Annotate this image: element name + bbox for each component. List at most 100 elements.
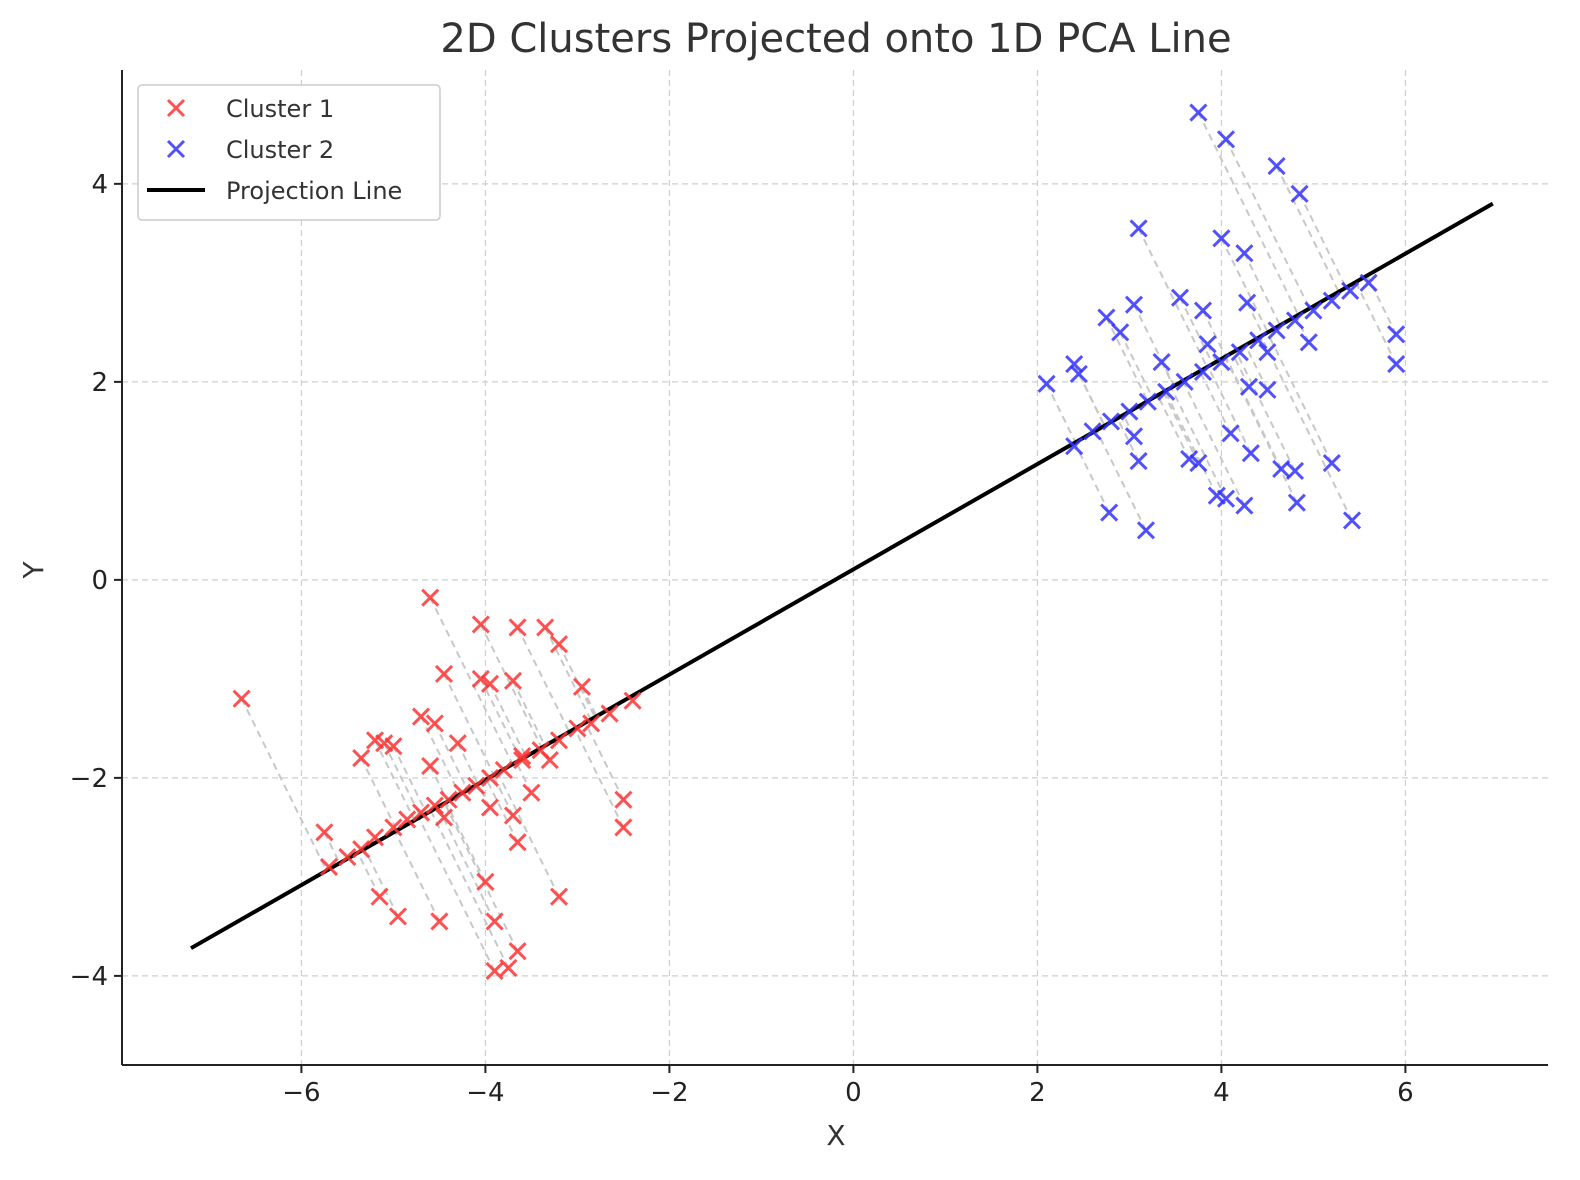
projection-segment-1-22 xyxy=(512,680,546,747)
projection-segment-1-15 xyxy=(394,831,441,922)
point-cluster-1-39 xyxy=(319,857,339,877)
projection-segment-1-7 xyxy=(363,848,399,917)
point-cluster-2-36 xyxy=(1322,453,1341,473)
point-cluster-2-4 xyxy=(1111,323,1130,342)
legend-box xyxy=(137,84,441,221)
projection-segment-2-16 xyxy=(1156,394,1191,460)
point-cluster-1-31 xyxy=(485,912,504,931)
projection-segment-2-18 xyxy=(1164,390,1218,497)
projection-segment-2-13 xyxy=(1197,112,1300,316)
point-cluster-1-37 xyxy=(614,818,633,837)
projection-segment-1-2 xyxy=(360,757,398,831)
projection-segment-2-33 xyxy=(1223,356,1298,504)
point-cluster-1-44 xyxy=(398,810,417,829)
point-cluster-1-34 xyxy=(508,942,527,961)
projection-segment-1-18 xyxy=(489,683,527,758)
legend-x-cluster-1 xyxy=(166,98,186,118)
projection-segment-2-35 xyxy=(1295,315,1310,343)
projection-segment-1-16 xyxy=(479,623,543,749)
point-cluster-2-15 xyxy=(1198,335,1217,354)
point-cluster-1-20 xyxy=(536,618,555,637)
point-cluster-1-35 xyxy=(549,887,569,906)
projection-segment-1-32 xyxy=(418,817,496,972)
point-cluster-1-56 xyxy=(582,714,601,733)
projection-segment-2-20 xyxy=(1220,237,1269,333)
projection-line xyxy=(190,201,1494,950)
projection-segment-1-20 xyxy=(544,626,592,721)
axes xyxy=(121,70,1548,1066)
point-cluster-2-26 xyxy=(1241,444,1260,463)
projection-segment-2-21 xyxy=(1225,138,1311,309)
projection-segment-2-26 xyxy=(1207,366,1252,454)
projection-segment-1-31 xyxy=(437,806,496,922)
projection-segment-2-3 xyxy=(1105,317,1149,402)
projection-segment-1-9 xyxy=(443,673,495,776)
point-cluster-2-2 xyxy=(1069,364,1088,384)
projection-segment-2-39 xyxy=(1354,281,1398,365)
point-cluster-2-1 xyxy=(1065,354,1084,374)
point-cluster-1-1 xyxy=(315,823,334,842)
y-tick-label-0: −4 xyxy=(70,962,108,992)
legend-item-cluster-2: Cluster 2 xyxy=(166,136,334,164)
projection-segment-2-25 xyxy=(1231,352,1250,388)
projection-segment-1-34 xyxy=(443,802,519,952)
point-cluster-1-54 xyxy=(549,731,569,750)
point-cluster-2-33 xyxy=(1287,493,1306,512)
point-cluster-2-6 xyxy=(1129,219,1148,238)
point-cluster-1-52 xyxy=(513,751,532,770)
point-cluster-1-8 xyxy=(421,588,440,607)
projection-segment-1-17 xyxy=(479,678,522,761)
point-cluster-1-9 xyxy=(434,664,454,683)
point-cluster-1-51 xyxy=(494,760,513,780)
point-cluster-2-55 xyxy=(1341,281,1360,300)
point-cluster-1-57 xyxy=(600,704,619,723)
point-cluster-1-48 xyxy=(453,783,472,802)
point-cluster-2-45 xyxy=(1157,382,1176,401)
y-tick-label-2: 0 xyxy=(91,566,108,596)
legend-marker-cluster-1 xyxy=(166,98,186,118)
point-cluster-2-25 xyxy=(1239,377,1259,396)
point-cluster-1-22 xyxy=(503,671,523,690)
point-cluster-1-5 xyxy=(384,737,403,756)
point-cluster-1-0 xyxy=(232,689,251,708)
x-axis-label: X xyxy=(826,1119,845,1152)
point-cluster-1-40 xyxy=(338,848,357,867)
point-cluster-2-5 xyxy=(1124,295,1144,314)
point-cluster-1-16 xyxy=(471,615,490,634)
projection-segment-1-30 xyxy=(445,801,487,883)
point-cluster-2-40 xyxy=(1065,437,1084,456)
y-tick-label-3: 2 xyxy=(91,368,108,398)
x-tick-label-3: 0 xyxy=(845,1078,862,1108)
point-cluster-1-50 xyxy=(480,768,500,787)
projection-segment-1-4 xyxy=(383,742,422,818)
point-cluster-2-12 xyxy=(1170,288,1190,307)
point-cluster-2-42 xyxy=(1101,412,1121,431)
point-cluster-1-38 xyxy=(623,691,642,710)
point-cluster-2-22 xyxy=(1221,424,1240,443)
point-cluster-2-56 xyxy=(1359,273,1378,292)
projection-segment-2-6 xyxy=(1137,227,1208,368)
point-cluster-2-51 xyxy=(1267,321,1286,340)
projection-segment-2-32 xyxy=(1234,350,1296,472)
point-cluster-1-46 xyxy=(425,796,444,815)
point-cluster-2-54 xyxy=(1322,291,1341,310)
point-cluster-1-15 xyxy=(430,912,449,931)
projection-segment-1-12 xyxy=(429,765,449,802)
point-cluster-1-17 xyxy=(471,669,490,688)
point-cluster-2-41 xyxy=(1083,422,1102,441)
point-cluster-2-30 xyxy=(1267,156,1286,176)
point-cluster-1-30 xyxy=(476,872,495,891)
projection-segment-2-14 xyxy=(1202,310,1227,357)
x-tick-label-5: 4 xyxy=(1213,1078,1230,1108)
x-tick-label-6: 6 xyxy=(1397,1078,1414,1108)
projection-segment-1-19 xyxy=(516,626,571,733)
point-cluster-2-27 xyxy=(1235,496,1254,515)
point-cluster-2-37 xyxy=(1342,511,1362,530)
point-cluster-1-7 xyxy=(388,907,408,926)
point-cluster-1-55 xyxy=(568,719,587,738)
point-cluster-2-16 xyxy=(1180,450,1199,469)
projection-segment-2-28 xyxy=(1244,344,1269,391)
projection-segment-1-0 xyxy=(240,698,328,872)
point-cluster-2-20 xyxy=(1212,229,1231,248)
x-tick-label-1: −4 xyxy=(466,1078,504,1108)
